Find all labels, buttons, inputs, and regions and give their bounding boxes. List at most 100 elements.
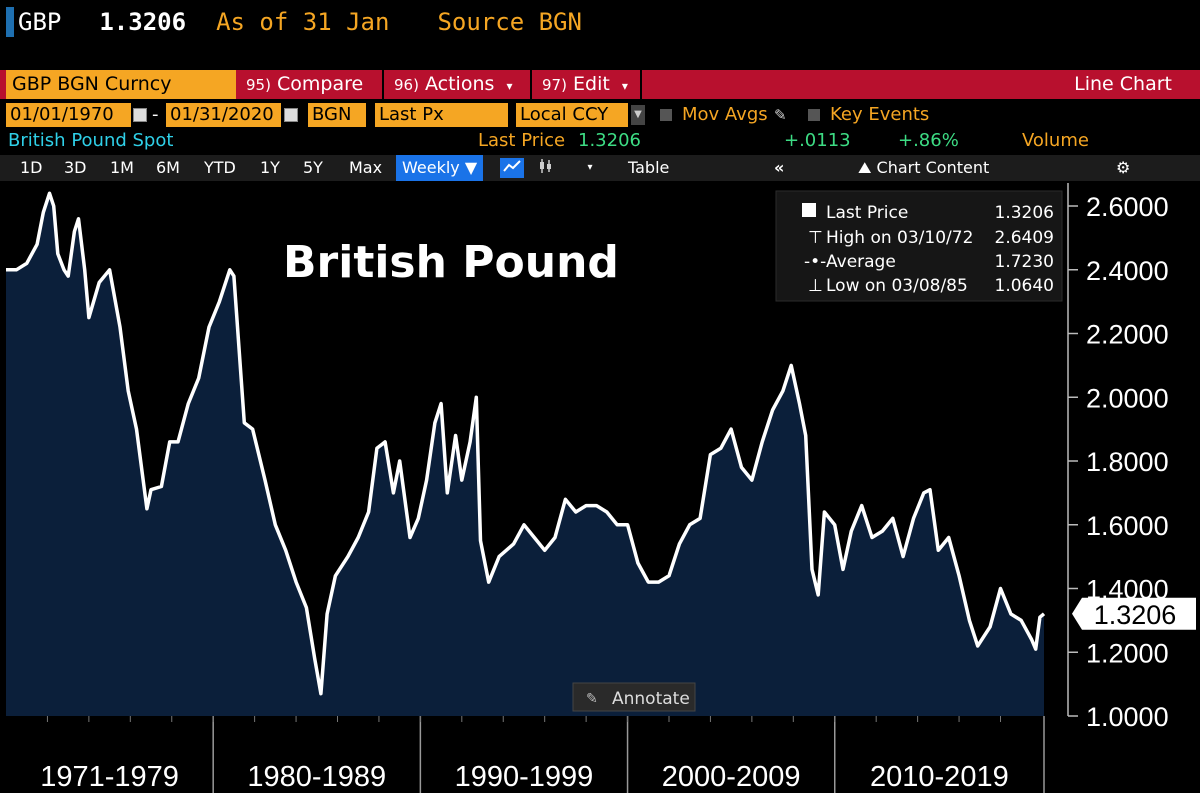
legend-average-value: 1.7230 xyxy=(995,252,1054,272)
key-events-checkbox[interactable] xyxy=(808,109,820,121)
last-price-value: 1.3206 xyxy=(578,130,641,151)
key-events-label: Key Events xyxy=(830,104,930,125)
header-marker xyxy=(6,7,14,37)
settings-row: 01/01/1970 - 01/31/2020 BGN Last Px Loca… xyxy=(0,103,1200,127)
chevron-down-icon: ▾ xyxy=(621,79,628,93)
legend-last-price-value: 1.3206 xyxy=(995,203,1054,223)
chart-content-button[interactable]: ⛰ Chart Content xyxy=(858,155,989,181)
legend-low-label: Low on 03/08/85 xyxy=(826,276,968,296)
annotate-label: Annotate xyxy=(612,689,690,709)
mov-avgs-label: Mov Avgs xyxy=(682,104,768,125)
edit-menu[interactable]: 97) Edit ▾ xyxy=(536,70,634,99)
period-1d[interactable]: 1D xyxy=(20,158,43,177)
toolbar-divider xyxy=(640,70,642,99)
period-1m[interactable]: 1M xyxy=(110,158,134,177)
compare-number: 95) xyxy=(246,76,271,94)
actions-menu[interactable]: 96) Actions ▾ xyxy=(388,70,518,99)
pricing-source-field[interactable]: BGN xyxy=(308,103,366,127)
header-price: 1.3206 xyxy=(99,8,187,36)
pencil-icon[interactable]: ✎ xyxy=(774,106,787,124)
currency-selector[interactable]: Local CCY xyxy=(516,103,628,127)
legend-high-value: 2.6409 xyxy=(995,228,1054,248)
chevron-down-icon[interactable]: ▾ xyxy=(587,162,593,173)
price-area-fill xyxy=(6,193,1044,717)
function-toolbar: GBP BGN Curncy 95) Compare 96) Actions ▾… xyxy=(0,70,1200,99)
annotate-button[interactable]: ✎ Annotate xyxy=(572,682,696,712)
as-of-date: As of 31 Jan xyxy=(216,8,390,36)
period-3d[interactable]: 3D xyxy=(64,158,87,177)
actions-number: 96) xyxy=(394,76,419,94)
x-axis: 1971-1979 1980-1989 1990-1999 2000-2009 2010… xyxy=(40,761,1008,793)
gear-icon[interactable]: ⚙ xyxy=(1116,158,1131,177)
chart-title: British Pound xyxy=(283,237,619,288)
data-source: Source BGN xyxy=(437,8,582,36)
y-tick-label: 2.4000 xyxy=(1086,256,1169,286)
y-tick-label: 1.8000 xyxy=(1086,447,1169,477)
x-tick-label: 1990-1999 xyxy=(455,761,594,793)
last-price-label: Last Price xyxy=(478,130,566,151)
table-button[interactable]: Table xyxy=(628,158,670,177)
chart-type-label[interactable]: Line Chart xyxy=(1074,73,1172,95)
last-value-label: 1.3206 xyxy=(1094,600,1177,630)
last-value-badge xyxy=(1072,597,1196,630)
collapse-icon[interactable]: « xyxy=(774,158,785,177)
period-max[interactable]: Max xyxy=(349,158,383,177)
line-chart-icon[interactable] xyxy=(500,158,524,178)
ticker-symbol: GBP xyxy=(18,8,62,36)
edit-label: Edit xyxy=(573,73,610,95)
calendar-icon[interactable] xyxy=(133,108,147,122)
low-marker-icon: ⊥ xyxy=(808,276,823,296)
y-axis: 2.60002.40002.20002.00001.80001.60001.40… xyxy=(1068,192,1169,732)
actions-label: Actions xyxy=(425,73,495,95)
x-tick-label: 2000-2009 xyxy=(662,761,801,793)
start-date-field[interactable]: 01/01/1970 xyxy=(6,103,131,127)
price-change: +.0113 xyxy=(784,130,851,151)
frequency-label: Weekly xyxy=(402,158,460,177)
price-series-line xyxy=(6,191,1046,696)
x-tick-label: 1980-1989 xyxy=(247,761,386,793)
legend-last-price-label: Last Price xyxy=(826,203,908,223)
end-date-field[interactable]: 01/31/2020 xyxy=(166,103,281,127)
pencil-icon: ✎ xyxy=(586,691,598,707)
calendar-icon[interactable] xyxy=(284,108,298,122)
legend-average-label: Average xyxy=(826,252,896,272)
period-5y[interactable]: 5Y xyxy=(303,158,323,177)
period-6m[interactable]: 6M xyxy=(156,158,180,177)
period-toolbar: 1D 3D 1M 6M YTD 1Y 5Y Max Weekly ▼ ▾ Tab… xyxy=(0,155,1200,181)
frequency-selector[interactable]: Weekly ▼ xyxy=(396,155,484,181)
y-tick-label: 1.2000 xyxy=(1086,638,1169,668)
y-tick-label: 1.6000 xyxy=(1086,511,1169,541)
field-selector[interactable]: Last Px xyxy=(375,103,508,127)
legend-high-label: High on 03/10/72 xyxy=(826,228,973,248)
info-row: British Pound Spot Last Price 1.3206 +.0… xyxy=(0,129,1200,153)
toolbar-divider xyxy=(382,70,384,99)
legend-box xyxy=(775,190,1063,302)
legend-low-value: 1.0640 xyxy=(995,276,1054,296)
y-tick-label: 2.2000 xyxy=(1086,320,1169,350)
last-value-marker: 1.3206 xyxy=(1072,597,1196,630)
chevron-down-icon: ▾ xyxy=(506,79,513,93)
x-tick-label: 2010-2019 xyxy=(870,761,1009,793)
y-tick-label: 2.6000 xyxy=(1086,192,1169,222)
edit-number: 97) xyxy=(542,76,567,94)
last-price-swatch xyxy=(802,203,816,217)
x-tick-label: 1971-1979 xyxy=(40,761,179,793)
x-gridlines xyxy=(46,716,1045,793)
chart-legend[interactable]: Last Price 1.3206 ⊤ High on 03/10/72 2.6… xyxy=(775,190,1063,302)
chart-content-label: Chart Content xyxy=(876,158,990,177)
annotate-button-bg xyxy=(572,682,696,712)
compare-label: Compare xyxy=(277,73,364,95)
volume-label: Volume xyxy=(1022,130,1089,151)
period-ytd[interactable]: YTD xyxy=(204,158,236,177)
chevron-down-icon: ▼ xyxy=(464,158,478,177)
candlestick-icon[interactable] xyxy=(534,158,558,178)
compare-menu[interactable]: 95) Compare xyxy=(240,70,369,99)
period-1y[interactable]: 1Y xyxy=(260,158,280,177)
header-bar: GBP 1.3206 As of 31 Jan Source BGN xyxy=(0,0,1200,44)
chevron-down-icon[interactable]: ▼ xyxy=(631,105,645,125)
security-field[interactable]: GBP BGN Curncy xyxy=(6,70,236,99)
y-tick-label: 1.0000 xyxy=(1086,702,1169,732)
mov-avgs-checkbox[interactable] xyxy=(660,109,672,121)
average-marker-icon: -•- xyxy=(804,252,826,272)
